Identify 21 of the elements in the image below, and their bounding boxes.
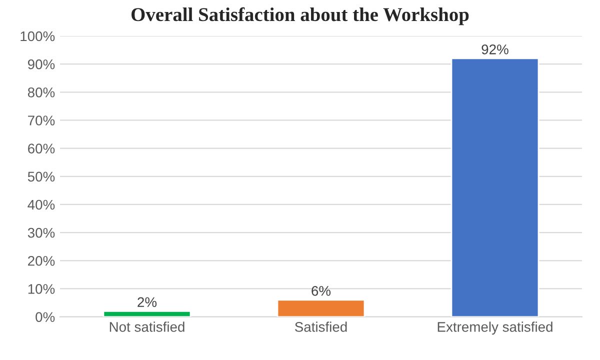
- y-tick-label: 80%: [28, 87, 55, 98]
- x-tick-label: Extremely satisfied: [438, 322, 552, 335]
- y-tick-label: 40%: [28, 200, 55, 210]
- chart-title: Overall Satisfaction about the Workshop: [132, 7, 469, 26]
- bar: [276, 299, 366, 317]
- y-tick-label: 20%: [28, 256, 55, 266]
- bar: [102, 310, 192, 317]
- y-tick-label: 50%: [28, 172, 55, 182]
- y-tick-label: 90%: [28, 59, 55, 70]
- data-label: 6%: [312, 286, 331, 296]
- x-tick-label: Not satisfied: [110, 322, 184, 332]
- bar: [450, 58, 540, 317]
- y-tick-label: 10%: [28, 284, 55, 294]
- y-tick-label: 60%: [28, 144, 55, 154]
- data-label: 92%: [482, 44, 508, 54]
- x-tick-label: Satisfied: [294, 322, 347, 332]
- y-tick-label: 70%: [28, 116, 55, 126]
- y-tick-label: 100%: [20, 31, 55, 42]
- data-label: 2%: [138, 297, 157, 307]
- y-tick-label: 0%: [36, 312, 55, 322]
- y-tick-label: 30%: [28, 228, 55, 238]
